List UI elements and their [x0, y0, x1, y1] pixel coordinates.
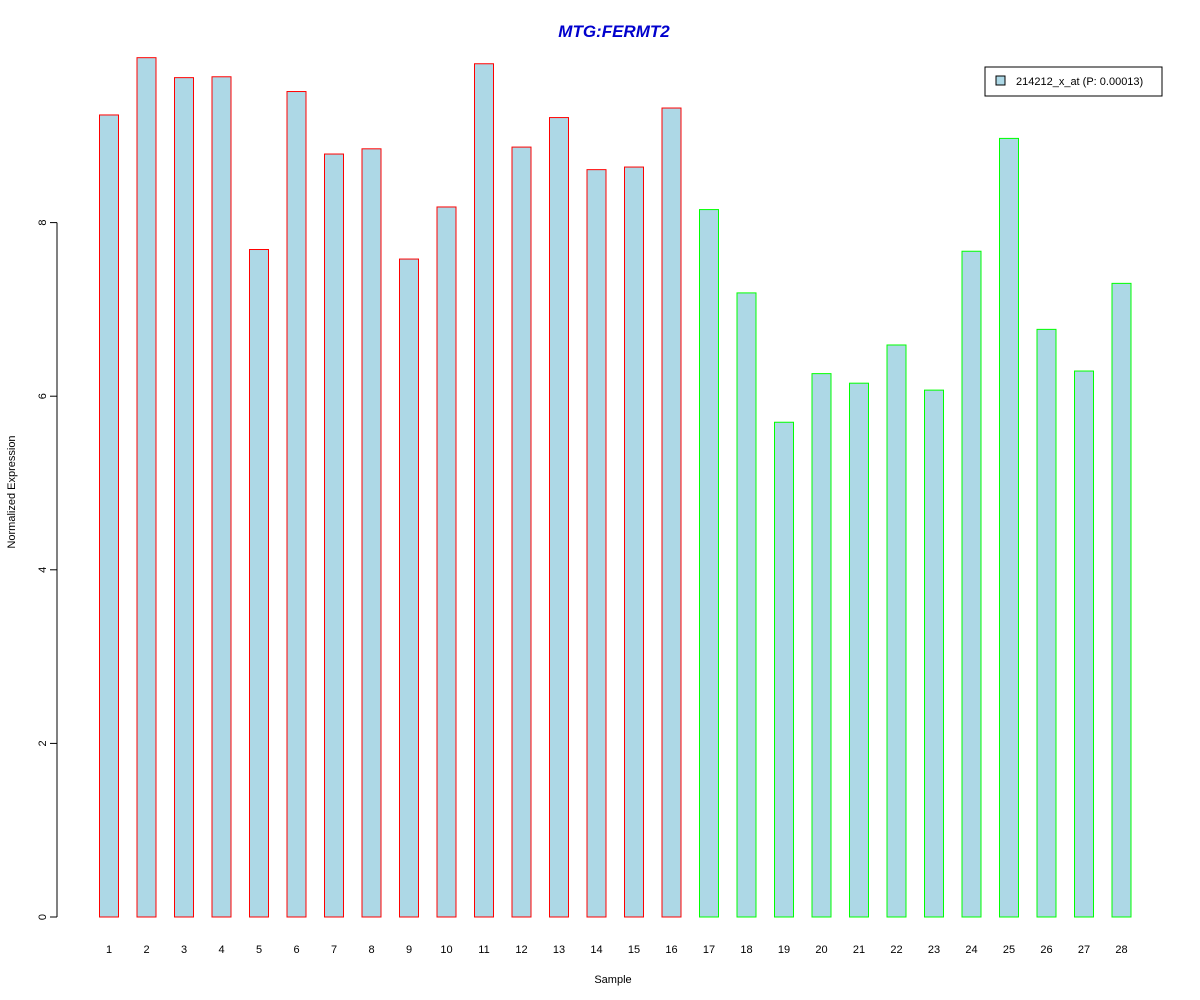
legend-box — [984, 66, 1163, 97]
x-tick-label: 18 — [740, 944, 752, 956]
x-tick-label: 23 — [928, 944, 940, 956]
x-tick-label: 9 — [406, 944, 412, 956]
x-tick-label: 7 — [331, 944, 337, 956]
y-tick-label: 2 — [37, 740, 49, 746]
bar-sample-1 — [99, 114, 119, 918]
x-tick-label: 10 — [440, 944, 452, 956]
bar-sample-12 — [511, 146, 532, 918]
x-tick-label: 1 — [106, 944, 112, 956]
x-tick-label: 13 — [553, 944, 565, 956]
x-tick-label: 16 — [665, 944, 677, 956]
bar-sample-14 — [586, 169, 607, 918]
x-tick-label: 21 — [853, 944, 865, 956]
bar-sample-10 — [436, 206, 457, 918]
y-tick-label: 4 — [37, 567, 49, 573]
bar-sample-21 — [849, 382, 869, 918]
bar-sample-5 — [249, 249, 269, 918]
x-tick-label: 6 — [293, 944, 299, 956]
bar-sample-19 — [774, 421, 794, 918]
x-tick-label: 15 — [628, 944, 640, 956]
chart-title: MTG:FERMT2 — [558, 22, 670, 41]
bar-sample-18 — [736, 292, 757, 918]
bar-sample-28 — [1111, 282, 1132, 918]
x-tick-label: 28 — [1115, 944, 1127, 956]
bar-sample-22 — [886, 344, 907, 918]
bar-sample-15 — [624, 166, 644, 918]
bar-sample-20 — [811, 373, 832, 918]
bar-sample-8 — [361, 148, 382, 918]
x-tick-label: 19 — [778, 944, 790, 956]
bar-sample-7 — [324, 153, 344, 918]
x-tick-label: 20 — [815, 944, 827, 956]
bar-sample-11 — [474, 63, 494, 918]
bar-sample-3 — [174, 77, 194, 918]
bars — [99, 57, 1132, 918]
x-tick-label: 3 — [181, 944, 187, 956]
bar-sample-24 — [961, 250, 982, 918]
x-tick-label: 17 — [703, 944, 715, 956]
legend-swatch — [995, 75, 1006, 86]
bar-sample-2 — [136, 57, 157, 918]
x-tick-label: 4 — [218, 944, 224, 956]
bar-sample-27 — [1074, 370, 1094, 918]
x-tick-label: 26 — [1040, 944, 1052, 956]
x-tick-label: 25 — [1003, 944, 1015, 956]
legend-label: 214212_x_at (P: 0.00013) — [1016, 76, 1143, 88]
bar-sample-25 — [999, 137, 1019, 918]
bar-sample-26 — [1036, 328, 1057, 918]
bar-sample-9 — [399, 258, 419, 918]
x-tick-label: 27 — [1078, 944, 1090, 956]
bar-sample-6 — [286, 91, 307, 918]
x-tick-label: 11 — [478, 944, 489, 956]
x-tick-label: 2 — [143, 944, 149, 956]
bar-sample-23 — [924, 389, 944, 918]
y-tick-label: 6 — [37, 393, 49, 399]
bar-sample-16 — [661, 107, 682, 918]
y-tick-label: 0 — [37, 914, 49, 920]
legend: 214212_x_at (P: 0.00013) — [984, 66, 1163, 97]
x-tick-label: 12 — [515, 944, 527, 956]
x-tick-label: 8 — [368, 944, 374, 956]
x-tick-label: 14 — [590, 944, 602, 956]
x-axis: 1 2 3 4 5 6 7 8 9 10 11 12 13 14 15 16 17 18 19 20 21 22 23 24 2… — [106, 944, 1128, 956]
y-tick-label: 8 — [37, 220, 49, 226]
y-axis-label: Normalized Expression — [6, 435, 18, 548]
bar-sample-13 — [549, 117, 569, 918]
x-tick-label: 24 — [965, 944, 977, 956]
bar-sample-17 — [699, 209, 719, 918]
y-axis: 0 2 4 6 8 — [37, 220, 58, 920]
x-tick-label: 5 — [256, 944, 262, 956]
x-tick-label: 22 — [890, 944, 902, 956]
x-axis-label: Sample — [594, 974, 631, 986]
bar-sample-4 — [211, 76, 232, 918]
